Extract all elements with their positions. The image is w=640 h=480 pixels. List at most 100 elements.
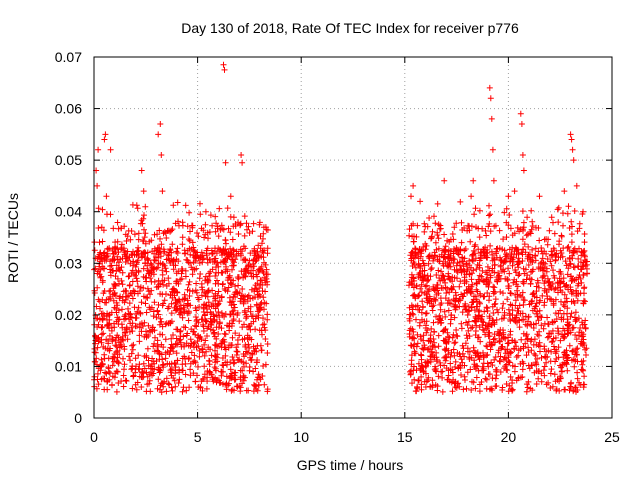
data-point xyxy=(129,295,136,302)
data-point xyxy=(99,310,106,317)
data-point xyxy=(234,337,241,343)
data-point xyxy=(501,309,508,316)
data-point xyxy=(187,336,194,343)
data-point xyxy=(547,358,554,365)
data-point xyxy=(113,334,120,341)
data-point xyxy=(193,323,200,330)
data-point xyxy=(434,282,441,288)
data-point xyxy=(165,380,172,387)
data-point xyxy=(477,292,484,299)
data-point xyxy=(462,340,469,347)
data-point xyxy=(221,258,228,264)
data-point xyxy=(445,307,452,314)
data-point xyxy=(526,275,533,282)
data-point xyxy=(141,212,147,219)
data-point xyxy=(568,218,575,225)
data-point xyxy=(215,280,222,287)
data-point xyxy=(244,226,250,233)
data-point xyxy=(508,349,514,356)
data-point xyxy=(161,297,168,304)
data-point xyxy=(448,349,455,356)
data-point xyxy=(464,335,471,342)
data-point xyxy=(197,253,204,260)
data-point xyxy=(255,381,262,388)
data-point xyxy=(180,384,187,391)
data-point xyxy=(496,227,503,234)
data-point xyxy=(458,372,464,378)
data-point xyxy=(231,304,238,311)
data-point xyxy=(566,261,573,268)
data-point xyxy=(409,233,416,240)
data-point xyxy=(580,272,587,279)
data-point xyxy=(536,193,543,200)
data-point xyxy=(410,303,417,310)
data-point xyxy=(560,316,567,323)
data-point xyxy=(417,285,424,292)
data-point xyxy=(230,262,237,269)
data-point xyxy=(244,267,251,274)
data-point xyxy=(410,275,417,282)
data-point xyxy=(119,281,126,288)
data-point xyxy=(154,231,161,238)
data-point xyxy=(480,319,487,326)
data-point xyxy=(444,285,451,292)
data-point xyxy=(524,381,530,388)
data-point xyxy=(144,267,151,274)
data-point xyxy=(170,348,177,355)
data-point xyxy=(157,315,164,322)
data-point xyxy=(492,296,499,303)
data-point xyxy=(529,223,536,229)
data-point xyxy=(542,260,549,267)
y-tick-labels: 0 0.01 0.02 0.03 0.04 0.05 0.06 0.07 xyxy=(55,49,82,426)
data-point xyxy=(483,232,490,239)
data-point xyxy=(503,381,510,387)
data-point xyxy=(125,310,132,317)
data-point xyxy=(451,340,458,347)
data-point xyxy=(135,253,142,259)
data-point xyxy=(485,283,492,290)
data-point xyxy=(483,385,490,392)
data-point xyxy=(212,295,219,302)
data-point xyxy=(232,283,239,290)
data-point xyxy=(406,282,412,289)
data-point xyxy=(474,315,481,322)
data-point xyxy=(468,276,475,283)
data-point xyxy=(483,342,490,349)
data-point xyxy=(108,262,115,269)
data-point xyxy=(563,282,570,288)
data-point xyxy=(177,327,184,334)
data-points xyxy=(91,61,591,396)
data-point xyxy=(415,255,422,262)
data-point xyxy=(172,297,179,303)
data-point xyxy=(464,312,471,318)
data-point xyxy=(175,268,182,275)
data-point xyxy=(435,267,442,274)
data-point xyxy=(541,372,548,379)
data-point xyxy=(154,385,161,392)
data-point xyxy=(477,300,483,307)
data-point xyxy=(203,385,210,392)
data-point xyxy=(439,272,446,279)
data-point xyxy=(413,316,419,323)
data-point xyxy=(139,374,146,381)
data-point xyxy=(234,357,241,363)
data-point xyxy=(128,350,135,357)
data-point xyxy=(102,345,109,352)
data-point xyxy=(435,373,442,380)
data-point xyxy=(191,247,198,254)
data-point xyxy=(205,344,212,351)
data-point xyxy=(407,371,414,378)
data-point xyxy=(487,346,494,353)
data-point xyxy=(489,375,496,382)
data-point xyxy=(245,223,252,230)
data-point xyxy=(557,307,564,314)
y-axis-label: ROTI / TECUs xyxy=(5,193,21,283)
data-point xyxy=(136,366,143,373)
data-point xyxy=(531,305,538,312)
data-point xyxy=(107,295,114,302)
data-point xyxy=(114,354,121,361)
data-point xyxy=(241,309,248,316)
data-point xyxy=(195,384,202,390)
data-point xyxy=(189,271,196,278)
data-point xyxy=(517,310,524,317)
